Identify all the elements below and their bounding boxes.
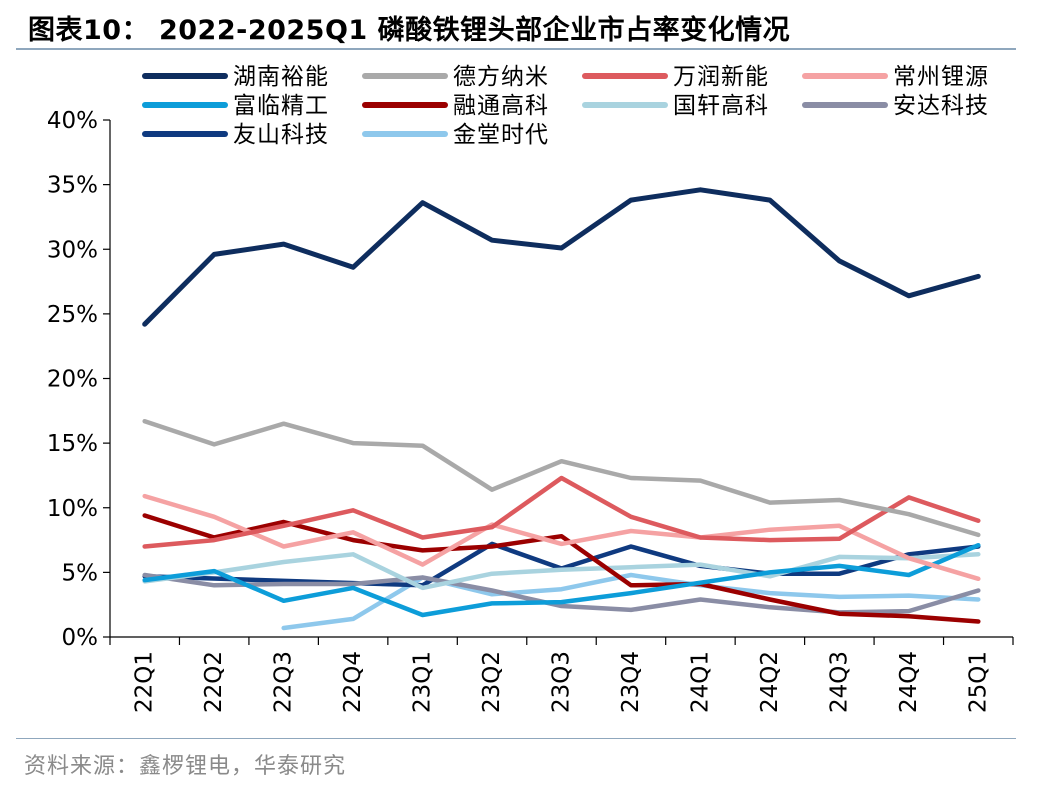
x-tick-label: 24Q1 (687, 651, 713, 713)
x-tick-label: 22Q3 (271, 651, 297, 713)
figure-title: 图表10： 2022-2025Q1 磷酸铁锂头部企业市占率变化情况 (28, 15, 791, 46)
series-line (281, 572, 981, 631)
series-line (142, 187, 981, 327)
x-tick-label: 22Q1 (132, 651, 158, 713)
legend-label: 友山科技 (233, 122, 329, 148)
x-tick-label: 23Q1 (410, 651, 436, 713)
legend-label: 金堂时代 (453, 122, 549, 148)
chart-axes: 0% 5% 10% 15% 20% 25% 30% 35% 40% (47, 108, 1014, 651)
x-axis-tick-labels: 22Q1 22Q2 22Q3 22Q4 23Q1 23Q2 23Q3 23Q4 24Q1 24Q2… (132, 651, 992, 713)
legend-label: 融通高科 (453, 93, 549, 119)
series-line (142, 542, 981, 618)
x-tick-label: 22Q4 (340, 651, 366, 713)
y-tick-label: 5% (62, 560, 99, 586)
x-tick-label: 23Q3 (549, 651, 575, 713)
legend-label: 万润新能 (673, 64, 769, 90)
series-line (142, 541, 981, 588)
y-tick-label: 0% (62, 625, 99, 651)
y-tick-label: 10% (47, 496, 98, 522)
legend-label: 湖南裕能 (233, 64, 329, 90)
legend-label: 安达科技 (893, 93, 989, 119)
legend-label: 富临精工 (233, 93, 329, 119)
y-tick-label: 30% (47, 237, 98, 263)
y-tick-label: 20% (47, 367, 98, 393)
legend-label: 常州锂源 (893, 64, 989, 90)
y-tick-label: 15% (47, 431, 98, 457)
x-tick-label: 23Q4 (618, 651, 644, 713)
y-tick-label: 35% (47, 173, 98, 199)
x-tick-label: 24Q3 (826, 651, 852, 713)
title-divider (16, 48, 1016, 50)
y-tick-label: 25% (47, 302, 98, 328)
chart-series (142, 187, 981, 631)
series-line (142, 418, 981, 538)
x-tick-label: 23Q2 (479, 651, 505, 713)
series-line (142, 552, 981, 591)
series-line (142, 493, 981, 582)
series-line (142, 513, 981, 624)
x-tick-label: 22Q2 (201, 651, 227, 713)
source-divider (16, 738, 1016, 739)
x-tick-label: 25Q1 (965, 651, 991, 713)
x-tick-label: 24Q4 (896, 651, 922, 713)
legend-label: 德方纳米 (453, 64, 549, 90)
legend-label: 国轩高科 (673, 93, 769, 119)
source-note: 资料来源：鑫椤锂电，华泰研究 (24, 754, 347, 779)
series-line (142, 475, 981, 549)
x-tick-label: 24Q2 (757, 651, 783, 713)
y-tick-label: 40% (47, 108, 98, 134)
